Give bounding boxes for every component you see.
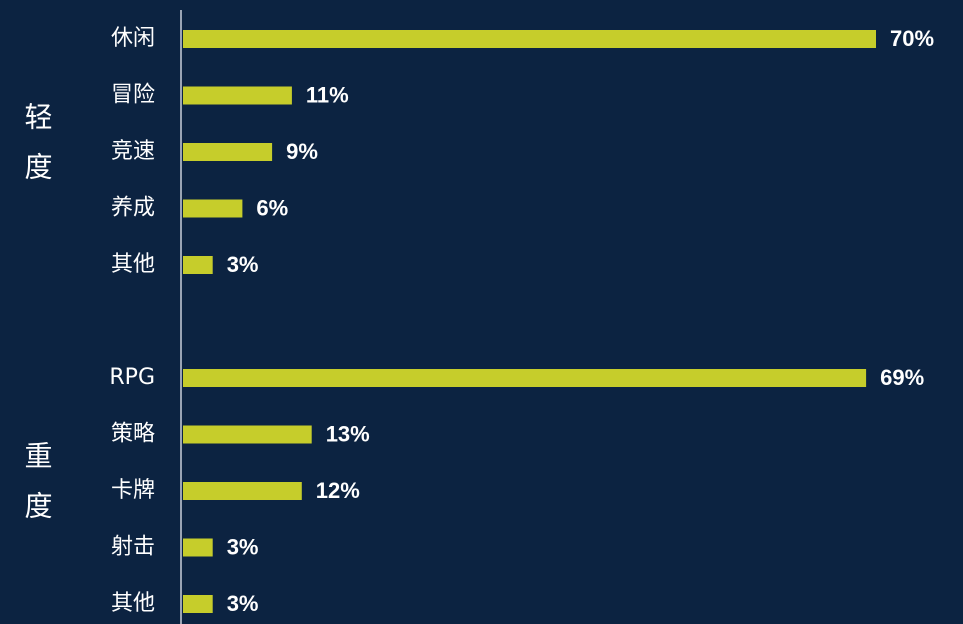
group-label: 重度 [21,441,54,541]
bar [183,143,273,161]
bar [183,256,213,274]
category-label: 冒险 [111,83,155,108]
value-label: 9% [286,139,318,164]
value-label: 70% [890,26,934,51]
value-label: 69% [880,365,924,390]
value-label: 3% [227,252,259,277]
value-label: 11% [306,82,349,107]
bar [183,538,213,557]
value-label: 3% [227,591,259,616]
category-label: RPG [109,365,155,390]
category-label: 卡牌 [111,478,155,503]
category-label: 其他 [111,591,155,616]
value-label: 12% [316,478,360,503]
category-label: 养成 [111,196,155,221]
group-label: 轻度 [21,102,54,202]
category-label: 竞速 [111,139,155,164]
category-label: 策略 [111,422,155,447]
bar [183,86,292,105]
value-label: 3% [227,534,259,559]
bar [183,30,876,48]
bar [183,425,312,444]
bar [183,199,243,218]
value-label: 6% [256,195,288,220]
value-label: 13% [326,421,370,446]
category-label: 射击 [111,535,155,560]
bar [183,595,213,613]
bar [183,482,302,500]
bar [183,369,867,387]
category-label: 其他 [111,252,155,277]
category-label: 休闲 [111,26,155,51]
